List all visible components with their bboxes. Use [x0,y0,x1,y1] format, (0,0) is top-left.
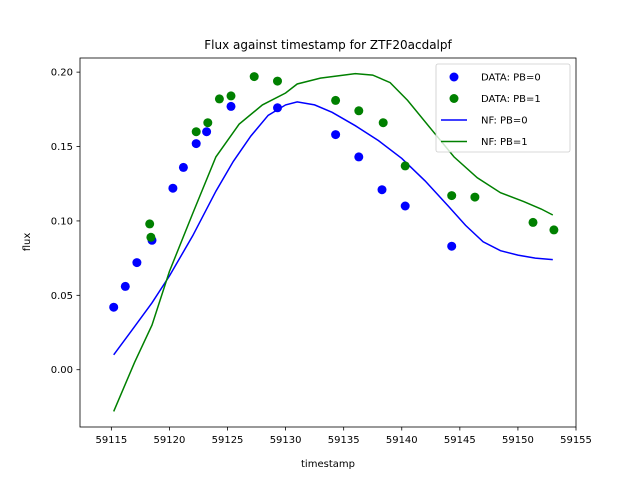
data-point [273,103,282,113]
legend-label: NF: PB=0 [481,116,528,127]
data-point [400,161,410,171]
x-tick-label: 59140 [386,435,418,446]
data-point [354,106,364,116]
data-point [145,219,155,229]
x-axis-label: timestamp [301,459,355,470]
data-point [273,76,282,86]
y-tick-label: 0.00 [51,365,73,376]
data-point [549,225,559,235]
x-tick-label: 59150 [502,435,534,446]
y-tick-label: 0.10 [51,216,73,227]
data-point [400,201,410,211]
data-point [331,130,341,140]
data-point [202,127,212,137]
data-point [249,72,259,82]
chart-title: Flux against timestamp for ZTF20acdalpf [204,38,452,52]
legend-label: NF: PB=1 [481,137,528,148]
data-point [132,258,142,268]
data-point [354,152,364,162]
legend-label: DATA: PB=1 [481,94,541,105]
x-tick-label: 59120 [154,435,186,446]
data-point [146,232,156,242]
x-tick-label: 59145 [444,435,476,446]
x-tick-label: 59130 [270,435,302,446]
x-tick-label: 59115 [95,435,127,446]
x-tick-label: 59155 [560,435,592,446]
y-axis-label: flux [22,233,33,252]
legend: DATA: PB=0 DATA: PB=1 NF: PB=0 NF: PB=1 [435,63,571,153]
y-tick-label: 0.15 [51,142,73,153]
legend-marker [449,94,459,103]
x-tick-label: 59125 [212,435,244,446]
legend-box [435,63,571,153]
data-point [377,185,387,195]
data-point [226,101,236,111]
data-point [191,127,201,137]
series-line [113,72,554,412]
legend-marker [449,72,459,82]
data-point [203,118,213,128]
data-point [120,281,130,291]
data-point [191,139,201,149]
y-tick-label: 0.05 [51,291,73,302]
data-point [168,183,178,193]
data-point [331,95,341,105]
data-point [226,91,236,101]
data-point [447,241,457,251]
series-line [113,101,553,356]
data-point [109,302,119,312]
data-point [178,162,188,172]
plot-frame [79,57,577,428]
data-point [470,192,480,202]
y-tick-label: 0.20 [51,68,73,79]
data-point [378,118,388,128]
y-axis: 0.00 0.05 0.10 0.15 0.20 [51,68,80,376]
x-axis: 59115 59120 59125 59130 59135 59140 59145 59150… [95,427,592,446]
legend-label: DATA: PB=0 [481,73,541,84]
x-tick-label: 59135 [328,435,360,446]
data-point [214,94,224,104]
data-point [447,191,457,201]
data-point [528,217,538,227]
series-layer [109,72,559,412]
